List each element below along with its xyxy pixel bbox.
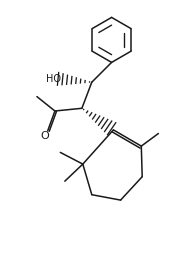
Text: HO: HO (46, 74, 61, 84)
Text: O: O (40, 131, 49, 141)
